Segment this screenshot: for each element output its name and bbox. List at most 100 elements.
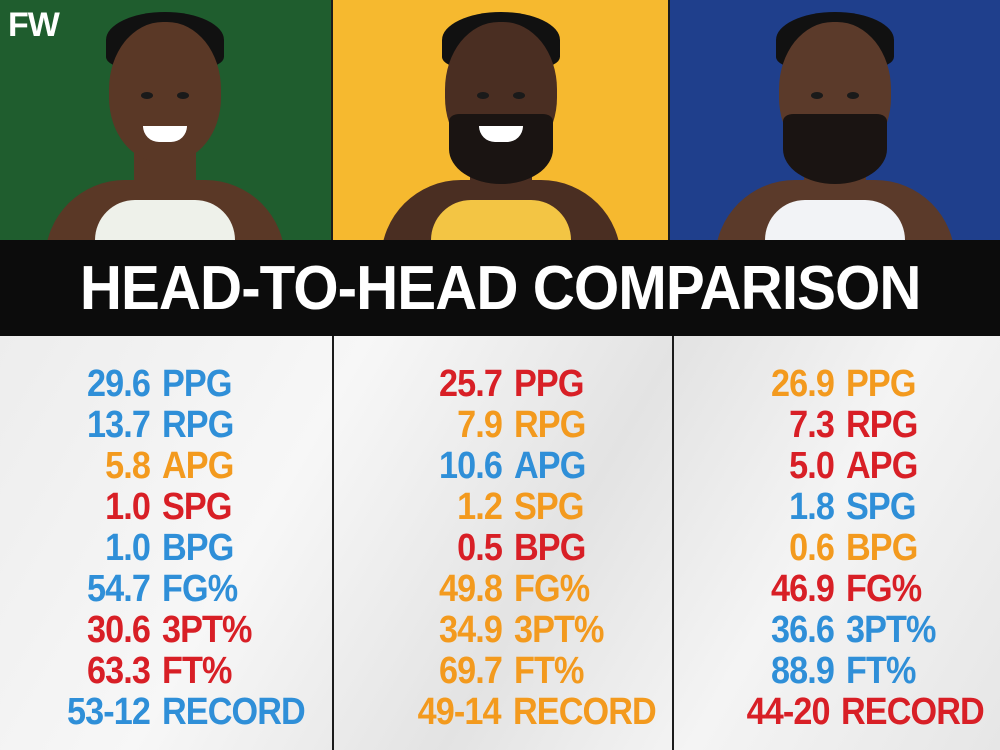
stat-label: SPG [162,486,232,528]
stat-value: 29.6 [87,363,151,405]
stat-label: 3PT% [514,609,604,651]
stat-value: 5.0 [788,445,835,487]
stat-row-bpg: 0.6 BPG [674,528,1000,569]
eye-right [177,92,190,99]
eye-right [512,92,525,99]
smile [478,126,523,142]
player-3-stats: 26.9 PPG 7.3 RPG 5.0 APG 1.8 SPG 0.6 BPG 46.9 FG% 36… [671,336,1000,750]
stat-row-3pt-pct: 34.9 3PT% [334,610,671,651]
beard [783,114,888,184]
stat-row-spg: 1.0 SPG [0,487,332,528]
stat-label: FT% [845,650,916,692]
stat-label: APG [845,445,918,487]
stat-label: FG% [514,568,590,610]
stat-value: 54.7 [87,568,151,610]
stats-table: 29.6 PPG 13.7 RPG 5.8 APG 1.0 SPG 1.0 BPG 54.7 FG% 3… [0,336,1000,750]
stat-value: 7.3 [788,404,835,446]
stat-value: 1.0 [105,527,151,569]
stat-value: 13.7 [87,404,151,446]
stat-value: 88.9 [770,650,835,692]
stat-label: PPG [845,363,916,405]
stat-label: FT% [162,650,232,692]
player-3-jersey [765,200,906,240]
stat-row-record: 44-20 RECORD [674,692,1000,733]
stat-label: FG% [162,568,238,610]
stat-value: 49-14 [417,691,502,733]
stat-row-record: 49-14 RECORD [334,692,671,733]
stat-row-ppg: 25.7 PPG [334,364,671,405]
stat-row-rpg: 7.9 RPG [334,405,671,446]
eye-left [811,92,824,99]
stat-value: 1.2 [457,486,503,528]
player-1-face [109,22,222,162]
stat-value: 1.8 [788,486,835,528]
stat-row-fg-pct: 54.7 FG% [0,569,332,610]
stat-row-fg-pct: 46.9 FG% [674,569,1000,610]
player-1-photo-panel: FW [0,0,331,240]
stat-row-spg: 1.2 SPG [334,487,671,528]
player-2-portrait [371,0,631,240]
stat-row-bpg: 1.0 BPG [0,528,332,569]
stat-label: FT% [514,650,584,692]
player-2-jersey [430,200,571,240]
player-photos: FW [0,0,1000,240]
title-banner: HEAD-TO-HEAD COMPARISON [0,240,1000,336]
stat-value: 49.8 [439,568,503,610]
stat-value: 53-12 [67,691,151,733]
stat-label: APG [162,445,234,487]
stat-value: 0.6 [788,527,835,569]
player-1-portrait [35,0,295,240]
stat-value: 26.9 [770,363,835,405]
stat-row-ft-pct: 69.7 FT% [334,651,671,692]
stat-value: 10.6 [439,445,503,487]
stat-value: 25.7 [439,363,503,405]
smile [143,126,188,142]
stat-row-bpg: 0.5 BPG [334,528,671,569]
stat-label: BPG [162,527,234,569]
stat-label: 3PT% [162,609,252,651]
stat-value: 34.9 [439,609,503,651]
stat-row-fg-pct: 49.8 FG% [334,569,671,610]
stat-value: 0.5 [457,527,503,569]
stat-label: RECORD [162,691,306,733]
stat-label: RECORD [512,691,657,733]
eye-left [476,92,489,99]
stat-value: 63.3 [87,650,151,692]
stat-label: RPG [845,404,918,446]
stat-row-rpg: 7.3 RPG [674,405,1000,446]
stat-label: APG [514,445,586,487]
page-title: HEAD-TO-HEAD COMPARISON [79,253,922,323]
stat-value: 36.6 [770,609,835,651]
stat-row-3pt-pct: 36.6 3PT% [674,610,1000,651]
eye-right [847,92,860,99]
eye-left [141,92,154,99]
stat-row-apg: 10.6 APG [334,446,671,487]
stat-value: 44-20 [746,691,830,733]
stat-row-ft-pct: 88.9 FT% [674,651,1000,692]
player-3-face [779,22,892,184]
stat-row-record: 53-12 RECORD [0,692,332,733]
stat-label: SPG [845,486,916,528]
stat-row-ppg: 29.6 PPG [0,364,332,405]
player-3-photo-panel [668,0,1000,240]
stat-label: PPG [162,363,232,405]
stat-value: 30.6 [87,609,151,651]
stat-label: PPG [514,363,584,405]
stat-value: 5.8 [105,445,151,487]
stat-value: 7.9 [457,404,503,446]
stat-label: 3PT% [845,609,936,651]
stat-row-rpg: 13.7 RPG [0,405,332,446]
stat-row-apg: 5.0 APG [674,446,1000,487]
stat-value: 1.0 [105,486,151,528]
player-2-photo-panel [330,0,669,240]
stat-row-ppg: 26.9 PPG [674,364,1000,405]
stat-value: 69.7 [439,650,503,692]
stat-row-ft-pct: 63.3 FT% [0,651,332,692]
stat-label: FG% [845,568,922,610]
beard [448,114,553,184]
stat-label: SPG [514,486,584,528]
stat-label: RECORD [841,691,985,733]
player-2-stats: 25.7 PPG 7.9 RPG 10.6 APG 1.2 SPG 0.5 BPG 49.8 FG% 3… [332,336,671,750]
stat-row-3pt-pct: 30.6 3PT% [0,610,332,651]
